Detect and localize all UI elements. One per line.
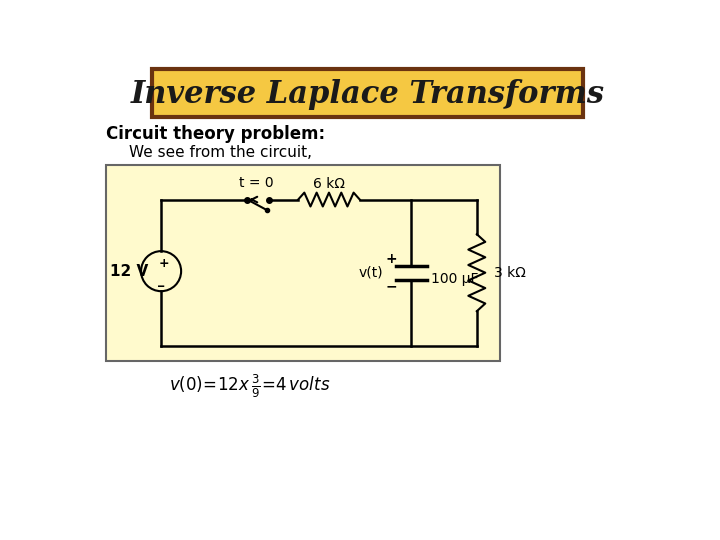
Text: v(t): v(t): [359, 266, 384, 280]
FancyBboxPatch shape: [106, 165, 500, 361]
Text: t = 0: t = 0: [239, 176, 274, 190]
Text: Circuit theory problem:: Circuit theory problem:: [106, 125, 325, 143]
Circle shape: [141, 251, 181, 291]
Text: 100 μF: 100 μF: [431, 272, 479, 286]
Text: We see from the circuit,: We see from the circuit,: [129, 145, 312, 160]
Text: Inverse Laplace Transforms: Inverse Laplace Transforms: [130, 78, 605, 110]
Text: −: −: [385, 280, 397, 294]
Text: 12 V: 12 V: [109, 264, 148, 279]
Text: 6 kΩ: 6 kΩ: [313, 177, 345, 191]
Text: $v(0)\!=\!12x\,\frac{3}{9}\!=\!4\,volts$: $v(0)\!=\!12x\,\frac{3}{9}\!=\!4\,volts$: [168, 373, 330, 400]
Text: +: +: [385, 252, 397, 266]
Text: _: _: [158, 274, 164, 287]
FancyBboxPatch shape: [152, 69, 583, 117]
Text: +: +: [159, 257, 169, 270]
Text: 3 kΩ: 3 kΩ: [494, 266, 526, 280]
